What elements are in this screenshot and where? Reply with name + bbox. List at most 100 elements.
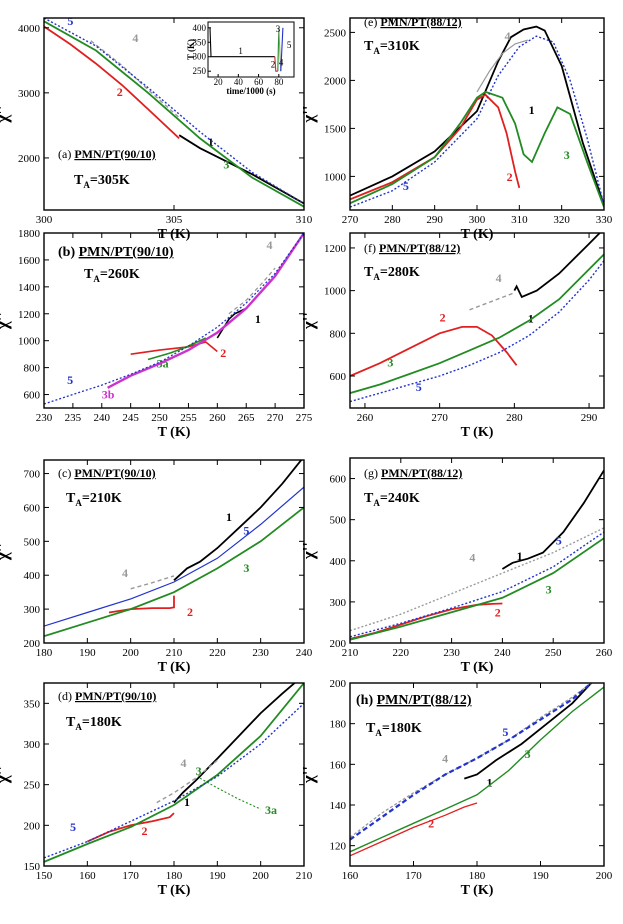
anneal-temperature: TA=280K <box>364 265 420 282</box>
x-tick-label: 290 <box>581 412 598 424</box>
sample-name: PMN/PT(90/10) <box>74 466 155 480</box>
series-label-4: 4 <box>181 756 187 770</box>
panel-letter: (e) <box>364 15 380 29</box>
x-tick-label: 210 <box>166 647 183 659</box>
inset-step-2 <box>274 56 278 72</box>
series-line-3 <box>44 683 304 863</box>
series-line-5 <box>44 233 304 405</box>
panel-letter: (a) <box>58 147 74 161</box>
series-label-2: 2 <box>495 605 501 619</box>
inset-label-2: 2 <box>271 60 276 70</box>
inset-x-tick-label: 40 <box>234 77 244 87</box>
x-tick-label: 210 <box>342 647 359 659</box>
x-tick-label: 240 <box>94 412 111 424</box>
ta-equals: = <box>100 267 108 282</box>
y-axis-label: χ'' <box>299 312 318 330</box>
y-axis-label: χ'' <box>299 542 318 560</box>
series-label-3: 3 <box>564 148 570 162</box>
x-axis-label: T (K) <box>461 660 494 675</box>
ta-equals: = <box>380 491 388 506</box>
x-tick-label: 230 <box>443 647 460 659</box>
y-tick-label: 600 <box>24 502 41 514</box>
y-tick-label: 2000 <box>324 75 347 87</box>
ta-symbol: T <box>84 267 94 282</box>
ta-equals: = <box>82 715 90 730</box>
ta-value: 240K <box>388 491 420 506</box>
x-tick-label: 255 <box>180 412 197 424</box>
series-line-5 <box>44 18 304 205</box>
y-tick-label: 1500 <box>324 123 347 135</box>
panel-letter: (d) <box>58 689 75 703</box>
anneal-temperature: TA=180K <box>66 715 122 732</box>
ta-subscript: A <box>373 272 380 282</box>
y-tick-label: 200 <box>330 638 347 650</box>
series-label-1: 1 <box>529 103 535 117</box>
y-tick-label: 1000 <box>324 171 347 183</box>
inset-label-4: 4 <box>279 57 284 67</box>
panel-title: (b) PMN/PT(90/10) <box>58 245 174 260</box>
y-tick-label: 350 <box>24 698 41 710</box>
x-tick-label: 250 <box>151 412 168 424</box>
x-tick-label: 270 <box>267 412 284 424</box>
series-line-5 <box>350 35 604 208</box>
series-label-3a: 3a <box>265 803 277 817</box>
x-tick-label: 190 <box>532 870 549 882</box>
y-tick-label: 1800 <box>18 228 41 240</box>
x-tick-label: 330 <box>596 214 613 226</box>
x-tick-label: 300 <box>36 214 53 226</box>
inset-temperature-history: 1 2 3 45 20 40 60 80 250 300 350 400 time/1000 (s) T … <box>186 21 295 96</box>
ta-value: 210K <box>90 491 122 506</box>
x-tick-label: 300 <box>469 214 486 226</box>
anneal-temperature: TA=260K <box>84 267 140 284</box>
panel-title: (a) PMN/PT(90/10) <box>58 147 156 161</box>
series-label-3: 3 <box>243 561 249 575</box>
panel-e: 1 2 3 4 5 270 280 290 300 310 320 330 1000 1500 2000 25… <box>299 15 613 242</box>
series-line-5 <box>350 260 604 403</box>
series-label-5: 5 <box>243 524 249 538</box>
x-axis-label: T (K) <box>158 660 191 675</box>
panel-title: (e) PMN/PT(88/12) <box>364 15 462 29</box>
panel-letter: (h) <box>356 693 377 708</box>
ta-subscript: A <box>93 274 100 284</box>
series-label-1: 1 <box>517 549 523 563</box>
x-tick-label: 280 <box>384 214 401 226</box>
ta-symbol: T <box>66 715 76 730</box>
y-axis-label: χ'' <box>299 105 318 123</box>
anneal-temperature: TA=210K <box>66 491 122 508</box>
y-axis-label: χ'' <box>299 766 318 784</box>
inset-x-tick-label: 60 <box>254 77 264 87</box>
plot-frame <box>43 682 305 867</box>
x-tick-label: 270 <box>342 214 359 226</box>
ta-equals: = <box>380 265 388 280</box>
x-tick-label: 220 <box>209 647 226 659</box>
sample-name: PMN/PT(90/10) <box>79 245 174 260</box>
ta-symbol: T <box>364 491 374 506</box>
y-tick-label: 200 <box>330 678 347 690</box>
x-tick-label: 280 <box>506 412 523 424</box>
x-tick-label: 305 <box>166 214 183 226</box>
series-line-4 <box>350 683 592 839</box>
y-tick-label: 400 <box>330 556 347 568</box>
series-line-4 <box>130 575 175 590</box>
series-line-3 <box>44 506 304 638</box>
series-line-4 <box>228 267 276 315</box>
anneal-temperature: TA=180K <box>366 721 422 738</box>
inset-step-4 <box>278 27 282 72</box>
inset-label-5: 5 <box>287 40 292 50</box>
x-tick-label: 160 <box>79 870 96 882</box>
series-line-3 <box>350 686 604 853</box>
ta-subscript: A <box>373 46 380 56</box>
series-line-3b <box>107 233 304 389</box>
series-label-2: 2 <box>220 346 226 360</box>
x-tick-label: 230 <box>36 412 53 424</box>
x-tick-label: 250 <box>545 647 562 659</box>
x-tick-label: 230 <box>252 647 269 659</box>
panel-title: (d) PMN/PT(90/10) <box>58 689 156 703</box>
inset-step-5 <box>280 27 284 72</box>
series-label-5: 5 <box>67 14 73 28</box>
ta-value: 305K <box>98 173 130 188</box>
ta-equals: = <box>382 721 390 736</box>
inset-y-label: T (K) <box>186 39 196 60</box>
x-axis-label: T (K) <box>461 883 494 898</box>
